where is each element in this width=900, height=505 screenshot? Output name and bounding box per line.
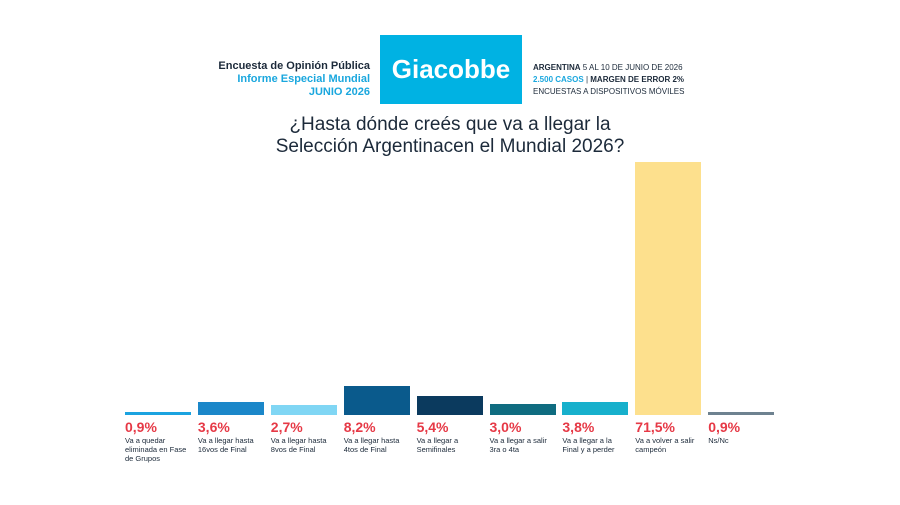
bar bbox=[635, 162, 702, 415]
report-date: JUNIO 2026 bbox=[308, 86, 370, 98]
survey-method: ENCUESTAS A DISPOSITIVOS MÓVILES bbox=[533, 87, 685, 96]
value-label: 3,0% bbox=[489, 419, 522, 435]
report-name: Informe Especial Mundial bbox=[237, 73, 370, 85]
margin: MARGEN DE ERROR 2% bbox=[590, 75, 685, 84]
category-label: Va a volver a salir campeón bbox=[635, 436, 695, 454]
value-label: 71,5% bbox=[635, 419, 675, 435]
bar bbox=[343, 385, 410, 415]
category-label: Ns/Nc bbox=[708, 436, 729, 445]
survey-sample: 2.500 CASOS | MARGEN DE ERROR 2% bbox=[533, 74, 684, 86]
category-label: Va a llegar a salir 3ra o 4ta bbox=[489, 436, 547, 454]
bar bbox=[562, 401, 629, 415]
category-label: Va a llegar hasta 4tos de Final bbox=[343, 436, 400, 454]
value-label: 8,2% bbox=[343, 419, 376, 435]
value-label: 2,7% bbox=[270, 419, 303, 435]
bar bbox=[197, 402, 264, 415]
value-label: 0,9% bbox=[125, 419, 157, 435]
bar bbox=[489, 404, 556, 415]
category-label: Va a llegar a la Final y a perder bbox=[562, 436, 615, 454]
value-label: 3,6% bbox=[197, 419, 230, 435]
survey-name: Encuesta de Opinión Pública bbox=[218, 60, 370, 72]
country: ARGENTINA bbox=[533, 63, 581, 72]
category-label: Va a llegar hasta 8vos de Final bbox=[270, 436, 327, 454]
chart-title: Selección Argentinacen el Mundial 2026? bbox=[275, 136, 625, 157]
category-label: Va a llegar hasta 16vos de Final bbox=[197, 436, 254, 454]
bar bbox=[125, 411, 191, 415]
category-label: Va a llegar a Semifinales bbox=[416, 436, 459, 454]
value-label: 0,9% bbox=[708, 419, 741, 435]
category-label: Va a quedar eliminada en Fase de Grupos bbox=[125, 436, 187, 463]
bar bbox=[416, 395, 483, 415]
value-label: 3,8% bbox=[562, 419, 595, 435]
cases: 2.500 CASOS bbox=[533, 75, 584, 84]
chart-title: ¿Hasta dónde creés que va a llegar la bbox=[289, 114, 611, 135]
bar bbox=[708, 411, 775, 415]
survey-location: ARGENTINA 5 AL 10 DE JUNIO DE 2026 bbox=[533, 62, 683, 74]
logo: Giacobbe bbox=[380, 35, 522, 104]
separator: | bbox=[585, 75, 589, 84]
dates: 5 AL 10 DE JUNIO DE 2026 bbox=[582, 63, 683, 72]
value-label: 5,4% bbox=[416, 419, 449, 435]
bar bbox=[270, 405, 337, 415]
